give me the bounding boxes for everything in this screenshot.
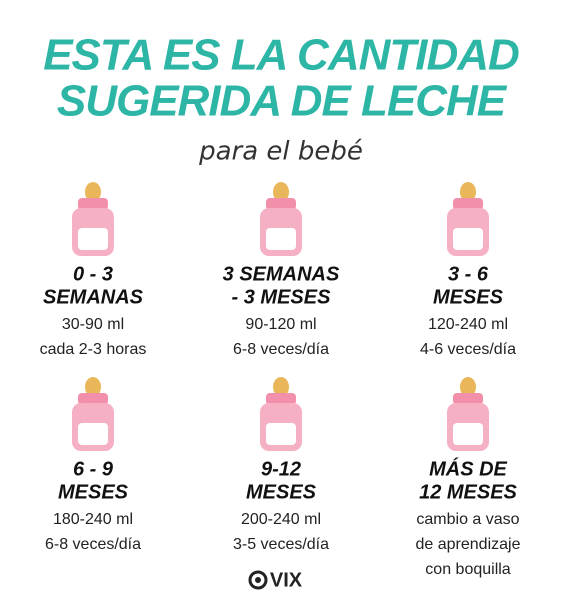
bottle-milk	[453, 228, 483, 250]
item-detail: de aprendizaje	[416, 536, 521, 553]
bottle-collar	[266, 198, 296, 210]
bottle-collar	[78, 198, 108, 210]
bottle	[72, 377, 114, 451]
bottle-collar	[453, 393, 483, 405]
bottle-milk	[266, 423, 296, 445]
item-heading: MESES	[58, 481, 129, 503]
bottle-nipple	[460, 377, 476, 397]
bottle-milk	[78, 423, 108, 445]
bottle	[72, 182, 114, 256]
item-detail: cada 2-3 horas	[40, 341, 147, 358]
item-heading: 3 SEMANAS	[223, 263, 340, 285]
bottle	[447, 182, 489, 256]
item-detail: 3-5 veces/día	[233, 536, 329, 553]
bottle-nipple	[273, 377, 289, 397]
bottle-milk	[453, 423, 483, 445]
logo-icon	[248, 570, 268, 590]
title-line: SUGERIDA DE LECHE	[57, 77, 508, 126]
item-heading: 0 - 3	[73, 263, 113, 285]
item-detail: 6-8 veces/día	[45, 536, 141, 553]
item-detail: 180-240 ml	[53, 511, 133, 528]
item-heading: MÁS DE	[429, 457, 507, 480]
bottle-nipple	[85, 182, 101, 202]
item-heading: MESES	[246, 481, 317, 503]
item-heading: - 3 MESES	[232, 286, 332, 308]
bottle-nipple	[85, 377, 101, 397]
bottle	[260, 377, 302, 451]
subtitle: para el bebé	[198, 137, 363, 167]
item-heading: MESES	[433, 286, 504, 308]
item-detail: 4-6 veces/día	[420, 341, 516, 358]
item-heading: 9-12	[261, 458, 301, 480]
bottle-nipple	[273, 182, 289, 202]
item-heading: SEMANAS	[43, 286, 144, 308]
bottle-milk	[78, 228, 108, 250]
logo-text: VIX	[270, 569, 303, 591]
item-detail: 30-90 ml	[62, 316, 124, 333]
item-heading: 6 - 9	[73, 458, 114, 480]
bottle-milk	[266, 228, 296, 250]
bottle-nipple	[460, 182, 476, 202]
item-detail: 6-8 veces/día	[233, 341, 329, 358]
item-detail: 200-240 ml	[241, 511, 321, 528]
bottle-collar	[266, 393, 296, 405]
item-detail: cambio a vaso	[416, 511, 519, 528]
logo: VIX	[248, 569, 303, 591]
item-detail: con boquilla	[425, 561, 511, 578]
bottle-collar	[78, 393, 108, 405]
title-line: ESTA ES LA CANTIDAD	[43, 31, 519, 80]
bottle	[260, 182, 302, 256]
item-heading: 3 - 6	[448, 263, 489, 285]
item-heading: 12 MESES	[419, 481, 517, 503]
item-detail: 90-120 ml	[245, 316, 316, 333]
item-detail: 120-240 ml	[428, 316, 508, 333]
logo-icon-dot	[255, 577, 261, 583]
bottle-collar	[453, 198, 483, 210]
bottle	[447, 377, 489, 451]
